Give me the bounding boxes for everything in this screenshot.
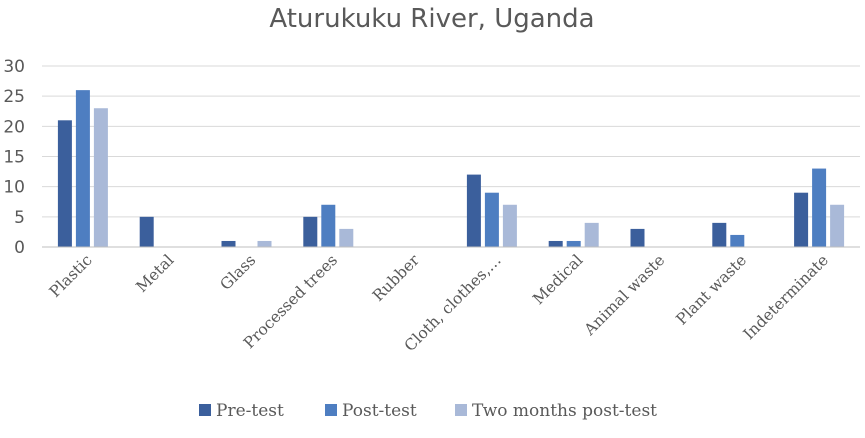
bar-pre-test: [466, 174, 481, 247]
bar-pre-test: [630, 228, 645, 247]
legend-swatch: [455, 404, 467, 416]
bar-pre-test: [303, 216, 318, 247]
y-tick-label: 15: [3, 148, 25, 168]
x-tick-label: Indeterminate: [740, 251, 832, 343]
y-tick-label: 25: [3, 87, 25, 107]
legend: Pre-test Post-test Two months post-test: [199, 401, 657, 421]
x-tick-label: Plant waste: [673, 251, 751, 329]
x-tick-label: Medical: [529, 251, 586, 308]
bar-post-test: [730, 234, 745, 247]
legend-swatch: [325, 404, 337, 416]
x-tick-label: Glass: [217, 251, 260, 294]
legend-label: Two months post-test: [472, 401, 657, 421]
bar-pre-test: [57, 120, 72, 247]
y-tick-label: 0: [14, 238, 25, 258]
y-tick-label: 30: [3, 57, 25, 77]
bar-pre-test: [712, 222, 727, 247]
bar-pre-test: [221, 240, 236, 247]
bar-two-months-post-test: [257, 240, 272, 247]
bar-pre-test: [794, 192, 809, 247]
legend-label: Pre-test: [216, 401, 284, 421]
bar-pre-test: [548, 240, 563, 247]
gridlines: [42, 65, 860, 218]
y-tick-label: 5: [14, 208, 25, 228]
y-tick-label: 10: [3, 178, 25, 198]
chart-title: Aturukuku River, Uganda: [269, 4, 594, 34]
bar-two-months-post-test: [830, 204, 845, 247]
bar-post-test: [566, 240, 581, 247]
legend-swatch: [199, 404, 211, 416]
y-axis-ticks: 0 5 10 15 20 25 30: [3, 57, 25, 258]
bar-post-test: [812, 168, 827, 247]
x-tick-label: Animal waste: [580, 251, 668, 339]
bar-post-test: [484, 192, 499, 247]
bar-post-test: [321, 204, 336, 247]
y-tick-label: 20: [3, 117, 25, 137]
bars: [57, 90, 845, 247]
bar-two-months-post-test: [502, 204, 517, 247]
bar-post-test: [75, 90, 90, 247]
bar-two-months-post-test: [93, 108, 108, 247]
bar-two-months-post-test: [584, 222, 599, 247]
x-tick-label: Metal: [133, 251, 178, 296]
bar-two-months-post-test: [339, 228, 354, 247]
x-tick-label: Rubber: [369, 251, 423, 305]
bar-pre-test: [139, 216, 154, 247]
x-tick-label: Plastic: [46, 251, 96, 301]
legend-label: Post-test: [342, 401, 417, 421]
